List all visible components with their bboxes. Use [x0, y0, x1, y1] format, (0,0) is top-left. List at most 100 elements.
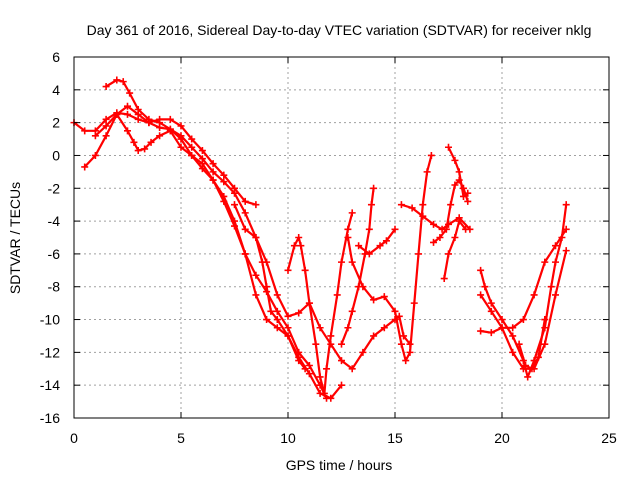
- data-point: [397, 340, 405, 348]
- data-point: [312, 340, 320, 348]
- data-point: [391, 307, 399, 315]
- data-point: [284, 312, 292, 320]
- series-track-12: [445, 143, 472, 200]
- chart-title: Day 361 of 2016, Sidereal Day-to-day VTE…: [87, 22, 592, 38]
- data-point: [509, 324, 517, 332]
- data-point: [231, 201, 238, 209]
- data-point: [515, 340, 523, 348]
- data-point: [198, 160, 206, 168]
- data-point: [344, 234, 352, 241]
- data-point: [323, 365, 331, 373]
- data-point: [509, 348, 517, 356]
- data-point: [273, 291, 281, 299]
- data-point: [370, 296, 378, 304]
- data-point: [252, 291, 260, 299]
- data-point: [562, 247, 570, 255]
- data-point: [220, 171, 228, 179]
- data-point: [130, 138, 138, 146]
- data-point: [252, 234, 260, 241]
- data-point: [124, 110, 131, 118]
- data-point: [455, 217, 463, 225]
- data-point: [462, 225, 470, 233]
- x-tick-label: 5: [177, 430, 185, 446]
- data-point: [301, 266, 309, 274]
- data-point: [102, 83, 110, 91]
- data-point: [102, 122, 110, 130]
- y-tick-label: 2: [52, 115, 60, 131]
- data-point: [338, 340, 345, 348]
- data-point: [113, 110, 121, 118]
- data-point: [273, 316, 281, 324]
- data-point: [102, 115, 110, 123]
- data-point: [209, 168, 217, 176]
- data-point: [145, 115, 153, 123]
- data-point: [102, 132, 110, 140]
- series-line: [340, 187, 375, 346]
- series-track-13: [440, 217, 470, 283]
- data-point: [436, 234, 444, 241]
- data-point: [445, 143, 452, 151]
- data-point: [156, 132, 164, 140]
- data-layer: [70, 76, 570, 402]
- data-point: [402, 357, 410, 365]
- data-point: [91, 132, 99, 140]
- series-track-7: [338, 184, 378, 348]
- data-point: [91, 151, 99, 159]
- data-point: [126, 89, 134, 97]
- data-point: [188, 135, 196, 143]
- data-point: [295, 348, 303, 356]
- data-point: [241, 209, 249, 217]
- data-point: [498, 316, 506, 324]
- ticks: [73, 56, 610, 419]
- data-point: [320, 389, 328, 397]
- data-point: [209, 160, 217, 168]
- data-point: [113, 76, 121, 84]
- series-track-2: [81, 102, 309, 373]
- data-point: [522, 361, 530, 369]
- data-point: [284, 324, 292, 332]
- data-point: [487, 307, 495, 315]
- data-point: [166, 127, 174, 135]
- data-point: [338, 357, 345, 365]
- data-point: [177, 122, 185, 130]
- y-tick-label: -8: [48, 279, 61, 295]
- data-point: [430, 220, 438, 228]
- data-point: [316, 324, 324, 332]
- data-point: [284, 332, 292, 340]
- data-point: [209, 176, 217, 184]
- data-point: [397, 201, 405, 209]
- data-point: [348, 307, 356, 315]
- series-track-17: [515, 316, 549, 373]
- data-point: [81, 127, 89, 135]
- data-point: [415, 250, 423, 258]
- data-point: [156, 119, 164, 127]
- tick-labels: 0 5 10 15 20 25 -16 -14 -12 -10 -8 -6 -4 -2 0 2 4 6: [40, 49, 617, 446]
- data-point: [541, 316, 549, 324]
- x-tick-label: 10: [280, 430, 296, 446]
- data-point: [498, 324, 506, 332]
- data-point: [344, 225, 352, 233]
- data-point: [430, 238, 438, 246]
- data-point: [263, 288, 271, 296]
- data-point: [547, 283, 555, 291]
- data-point: [119, 78, 127, 86]
- data-point: [541, 340, 549, 348]
- data-point: [552, 242, 559, 250]
- series-track-9: [355, 225, 399, 258]
- data-point: [370, 184, 378, 192]
- data-point: [241, 250, 249, 258]
- x-tick-label: 15: [387, 430, 403, 446]
- data-point: [188, 143, 196, 151]
- data-point: [562, 201, 570, 209]
- data-point: [284, 266, 292, 274]
- series-track-3: [102, 76, 345, 402]
- data-point: [410, 299, 418, 307]
- data-point: [355, 242, 363, 250]
- data-point: [348, 365, 356, 373]
- data-point: [359, 348, 367, 356]
- data-point: [455, 168, 463, 176]
- data-point: [124, 102, 131, 110]
- data-point: [534, 353, 542, 361]
- data-point: [359, 283, 367, 291]
- data-point: [305, 361, 313, 369]
